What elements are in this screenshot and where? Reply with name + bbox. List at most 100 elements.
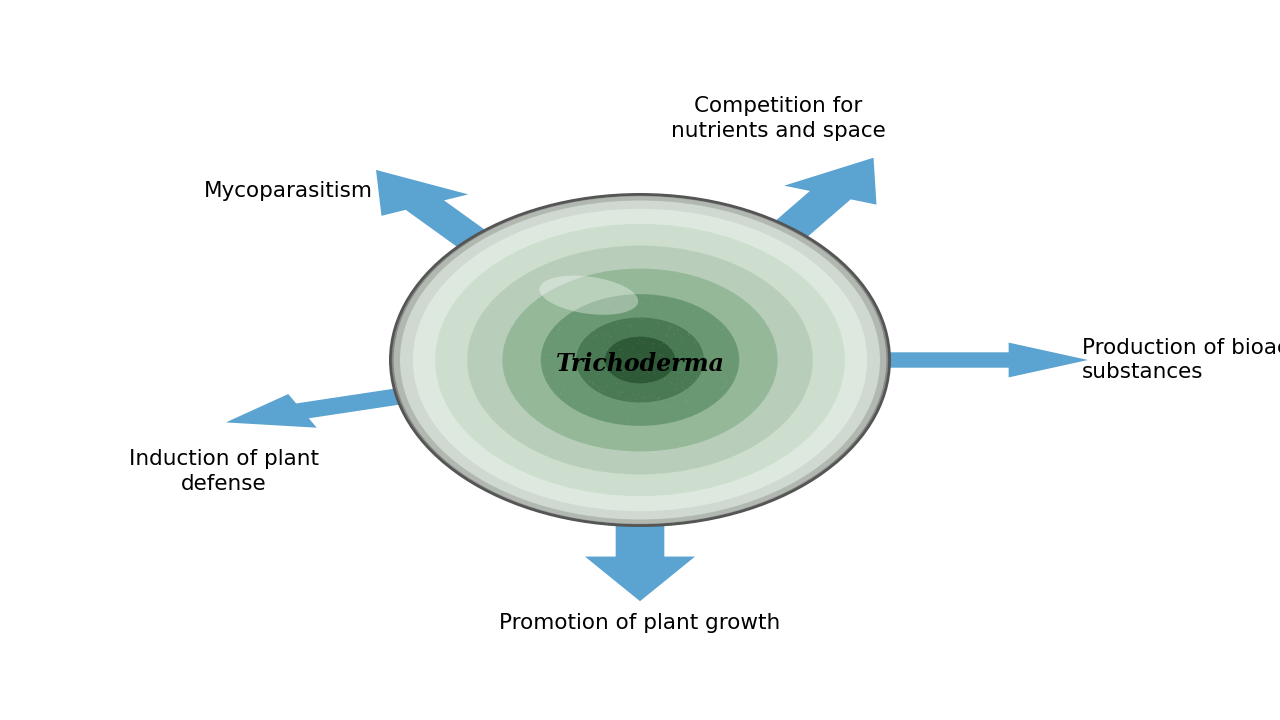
Point xyxy=(649,366,669,378)
Point xyxy=(730,338,750,350)
Point xyxy=(422,410,443,421)
Point xyxy=(507,295,527,307)
Point xyxy=(591,483,612,495)
Point xyxy=(639,325,659,337)
Point xyxy=(650,339,671,351)
Point xyxy=(550,439,571,451)
Point xyxy=(655,492,676,503)
Point xyxy=(689,328,709,340)
Point xyxy=(483,315,503,327)
Point xyxy=(682,442,703,454)
Point xyxy=(631,369,652,380)
Polygon shape xyxy=(755,158,877,246)
Point xyxy=(722,248,742,259)
Point xyxy=(612,266,632,277)
Point xyxy=(456,296,476,307)
Point xyxy=(608,361,628,373)
Point xyxy=(416,312,436,324)
Point xyxy=(614,326,635,338)
Point xyxy=(690,316,710,328)
Point xyxy=(581,275,602,287)
Point xyxy=(799,364,819,375)
Point xyxy=(750,463,771,474)
Point xyxy=(556,308,576,320)
Point xyxy=(408,329,429,341)
Point xyxy=(746,361,767,372)
Point xyxy=(559,276,580,287)
Point xyxy=(726,358,746,369)
Point xyxy=(799,265,819,276)
Point xyxy=(819,439,840,451)
Point xyxy=(532,274,553,285)
Point xyxy=(504,449,525,460)
Point xyxy=(490,338,511,349)
Point xyxy=(704,459,724,471)
Point xyxy=(518,469,539,480)
Point xyxy=(644,391,664,402)
Point xyxy=(759,420,780,431)
Point xyxy=(419,348,439,359)
Point xyxy=(644,289,664,301)
Point xyxy=(579,401,599,413)
Point xyxy=(530,479,550,490)
Point xyxy=(577,485,598,497)
Point xyxy=(741,244,762,256)
Point xyxy=(823,282,844,294)
Point xyxy=(577,451,598,462)
Point xyxy=(650,349,671,361)
Point xyxy=(655,251,676,262)
Point xyxy=(435,432,456,444)
Polygon shape xyxy=(585,500,695,601)
Point xyxy=(621,457,641,469)
Point xyxy=(586,406,607,418)
Point xyxy=(580,232,600,243)
Point xyxy=(762,317,782,328)
Point xyxy=(667,378,687,390)
Point xyxy=(632,477,653,488)
Point xyxy=(774,248,795,260)
Point xyxy=(590,388,611,400)
Point xyxy=(462,394,483,405)
Point xyxy=(681,366,701,378)
Point xyxy=(662,305,682,316)
Point xyxy=(687,464,708,475)
Point xyxy=(475,436,495,448)
Polygon shape xyxy=(890,343,1088,377)
Point xyxy=(792,327,813,338)
Point xyxy=(585,349,605,361)
Point xyxy=(740,375,760,387)
Point xyxy=(709,384,730,396)
Point xyxy=(499,460,520,472)
Point xyxy=(623,358,644,369)
Point xyxy=(628,449,649,460)
Point xyxy=(545,459,566,471)
Point xyxy=(754,369,774,380)
Point xyxy=(749,423,769,434)
Point xyxy=(518,473,539,485)
Point xyxy=(689,430,709,441)
Point xyxy=(660,230,681,241)
Point xyxy=(563,399,584,410)
Point xyxy=(627,259,648,271)
Point xyxy=(728,424,749,436)
Point xyxy=(685,281,705,292)
Point xyxy=(579,217,599,229)
Point xyxy=(552,330,572,341)
Point xyxy=(470,425,490,436)
Point xyxy=(570,348,590,359)
Point xyxy=(659,320,680,331)
Point xyxy=(586,445,607,456)
Point xyxy=(600,417,621,428)
Point xyxy=(512,423,532,434)
Point xyxy=(492,339,512,351)
Point xyxy=(845,346,865,357)
Point xyxy=(637,393,658,405)
Point xyxy=(439,361,460,373)
Point xyxy=(768,292,788,304)
Point xyxy=(783,248,804,260)
Point xyxy=(653,324,673,336)
Point xyxy=(507,348,527,360)
Point xyxy=(733,346,754,357)
Point xyxy=(593,386,613,397)
Point xyxy=(750,392,771,404)
